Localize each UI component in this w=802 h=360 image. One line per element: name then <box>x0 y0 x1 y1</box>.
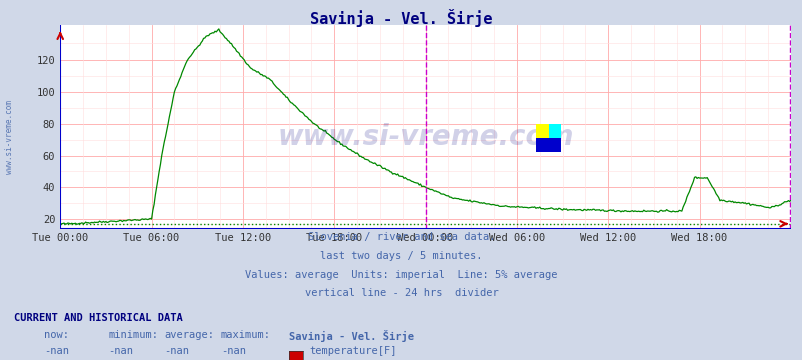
Text: www.si-vreme.com: www.si-vreme.com <box>277 123 573 151</box>
Text: temperature[F]: temperature[F] <box>309 346 396 356</box>
Text: -nan: -nan <box>221 346 245 356</box>
Text: CURRENT AND HISTORICAL DATA: CURRENT AND HISTORICAL DATA <box>14 313 183 323</box>
Text: www.si-vreme.com: www.si-vreme.com <box>5 100 14 174</box>
Text: average:: average: <box>164 330 214 341</box>
Text: minimum:: minimum: <box>108 330 158 341</box>
Text: -nan: -nan <box>44 346 69 356</box>
Text: last two days / 5 minutes.: last two days / 5 minutes. <box>320 251 482 261</box>
Text: Savinja - Vel. Širje: Savinja - Vel. Širje <box>289 330 414 342</box>
Text: -nan: -nan <box>108 346 133 356</box>
Text: -nan: -nan <box>164 346 189 356</box>
Text: maximum:: maximum: <box>221 330 270 341</box>
Text: Slovenia / river and sea data.: Slovenia / river and sea data. <box>307 232 495 242</box>
Bar <box>548 124 561 138</box>
Text: vertical line - 24 hrs  divider: vertical line - 24 hrs divider <box>304 288 498 298</box>
Text: Savinja - Vel. Širje: Savinja - Vel. Širje <box>310 9 492 27</box>
Text: Values: average  Units: imperial  Line: 5% average: Values: average Units: imperial Line: 5%… <box>245 270 557 280</box>
Text: now:: now: <box>44 330 69 341</box>
Bar <box>535 138 561 152</box>
Bar <box>535 124 548 138</box>
